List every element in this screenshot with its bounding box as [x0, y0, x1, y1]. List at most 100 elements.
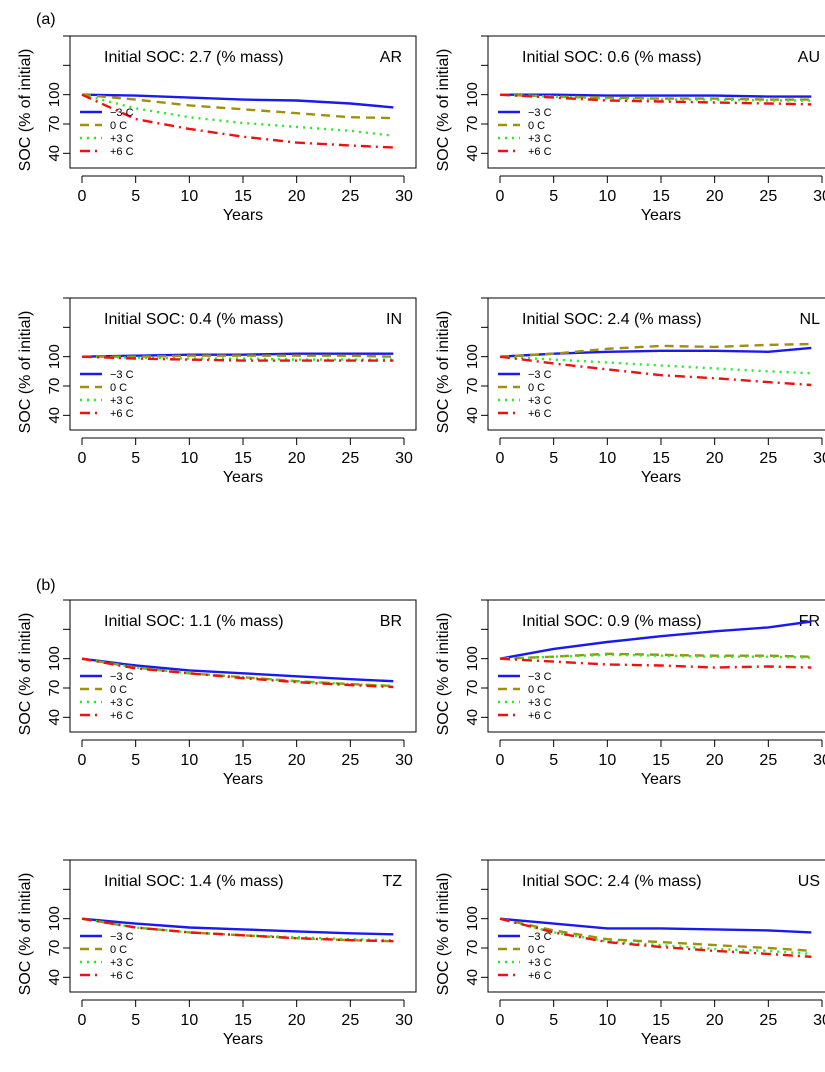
plot-frame [69, 859, 417, 993]
x-tick-label: 5 [549, 1012, 558, 1029]
x-tick-label: 15 [234, 450, 252, 467]
y-tick-label: 70 [464, 680, 481, 697]
legend-label: +3 C [110, 957, 134, 969]
y-tick-label: 40 [464, 407, 481, 424]
x-tick-label: 10 [180, 1012, 198, 1029]
y-axis-label: SOC (% of initial) [435, 49, 452, 172]
series-line-1 [499, 620, 812, 660]
series-line-4 [81, 657, 394, 689]
y-tick-label: 70 [46, 680, 63, 697]
x-tick-label: 10 [180, 188, 198, 205]
legend-label: +6 C [528, 408, 552, 420]
x-tick-label: 15 [652, 1012, 670, 1029]
x-tick-label: 5 [131, 752, 140, 769]
plot-frame [487, 35, 825, 169]
x-tick-label: 25 [341, 752, 359, 769]
site-code: NL [800, 311, 821, 328]
chart-panel-br: Initial SOC: 1.1 (% mass) BR 40 70 100 0 5 10 15… [17, 599, 417, 788]
x-axis-label: Years [641, 469, 681, 486]
series-line-1 [499, 346, 812, 358]
y-axis-label: SOC (% of initial) [435, 613, 452, 736]
x-tick-label: 15 [652, 450, 670, 467]
legend-label: 0 C [110, 944, 127, 956]
legend-label: 0 C [528, 382, 545, 394]
y-tick-label: 100 [46, 906, 63, 931]
x-tick-label: 5 [131, 450, 140, 467]
legend-label: +6 C [110, 710, 134, 722]
y-tick-label: 40 [464, 969, 481, 986]
y-tick-label: 40 [46, 969, 63, 986]
y-tick-label: 70 [464, 116, 481, 133]
panel-title: Initial SOC: 0.4 (% mass) [104, 311, 284, 328]
x-tick-label: 15 [234, 752, 252, 769]
x-tick-label: 0 [496, 752, 505, 769]
x-tick-label: 0 [78, 752, 87, 769]
site-code: AR [380, 49, 402, 66]
panel-title: Initial SOC: 2.4 (% mass) [522, 311, 702, 328]
legend-label: +6 C [110, 408, 134, 420]
x-tick-label: 15 [234, 1012, 252, 1029]
y-tick-label: 40 [464, 145, 481, 162]
x-tick-label: 0 [78, 1012, 87, 1029]
legend-label: 0 C [528, 684, 545, 696]
series-line-4 [499, 917, 812, 958]
legend-label: +6 C [528, 710, 552, 722]
x-tick-label: 30 [813, 1012, 825, 1029]
legend-label: +3 C [110, 697, 134, 709]
series-line-1 [499, 917, 812, 934]
legend-label: −3 C [110, 671, 134, 683]
x-tick-label: 20 [288, 1012, 306, 1029]
legend-label: 0 C [110, 120, 127, 132]
series-line-3 [499, 355, 812, 375]
y-axis-label: SOC (% of initial) [435, 873, 452, 996]
x-tick-label: 25 [759, 450, 777, 467]
x-tick-label: 30 [813, 752, 825, 769]
y-axis-label: SOC (% of initial) [435, 311, 452, 434]
x-tick-label: 30 [813, 450, 825, 467]
series-line-1 [81, 657, 394, 683]
x-tick-label: 10 [598, 450, 616, 467]
site-code: TZ [382, 873, 402, 890]
x-axis-label: Years [223, 1031, 263, 1048]
series-line-3 [499, 93, 812, 102]
x-tick-label: 5 [549, 188, 558, 205]
y-tick-label: 100 [464, 906, 481, 931]
legend-label: +3 C [528, 697, 552, 709]
section-label-a: (a) [36, 11, 56, 28]
y-tick-label: 70 [464, 378, 481, 395]
panel-title: Initial SOC: 2.7 (% mass) [104, 49, 284, 66]
legend-label: −3 C [528, 369, 552, 381]
plot-frame [487, 859, 825, 993]
chart-panel-us: Initial SOC: 2.4 (% mass) US 40 70 100 0 5 10 15… [435, 859, 825, 1048]
y-tick-label: 70 [46, 116, 63, 133]
x-axis-label: Years [641, 207, 681, 224]
series-line-2 [499, 917, 812, 953]
chart-panel-nl: Initial SOC: 2.4 (% mass) NL 40 70 100 0 5 10 15… [435, 297, 825, 486]
y-tick-label: 100 [46, 344, 63, 369]
legend-label: +3 C [528, 957, 552, 969]
plot-frame [487, 599, 825, 733]
x-tick-label: 25 [759, 1012, 777, 1029]
legend-label: 0 C [528, 944, 545, 956]
x-tick-label: 25 [341, 450, 359, 467]
x-tick-label: 20 [288, 752, 306, 769]
x-tick-label: 30 [395, 188, 413, 205]
site-code: IN [386, 311, 402, 328]
x-tick-label: 30 [813, 188, 825, 205]
x-tick-label: 5 [131, 1012, 140, 1029]
legend-label: +3 C [110, 133, 134, 145]
y-axis-label: SOC (% of initial) [17, 311, 34, 434]
y-tick-label: 100 [464, 82, 481, 107]
series-line-1 [81, 93, 394, 109]
x-tick-label: 20 [288, 450, 306, 467]
y-tick-label: 100 [464, 646, 481, 671]
series-line-3 [499, 653, 812, 660]
x-tick-label: 15 [652, 188, 670, 205]
panel-title: Initial SOC: 0.6 (% mass) [522, 49, 702, 66]
y-tick-label: 40 [46, 709, 63, 726]
legend-label: +3 C [110, 395, 134, 407]
y-tick-label: 70 [464, 940, 481, 957]
series-line-2 [499, 342, 812, 358]
